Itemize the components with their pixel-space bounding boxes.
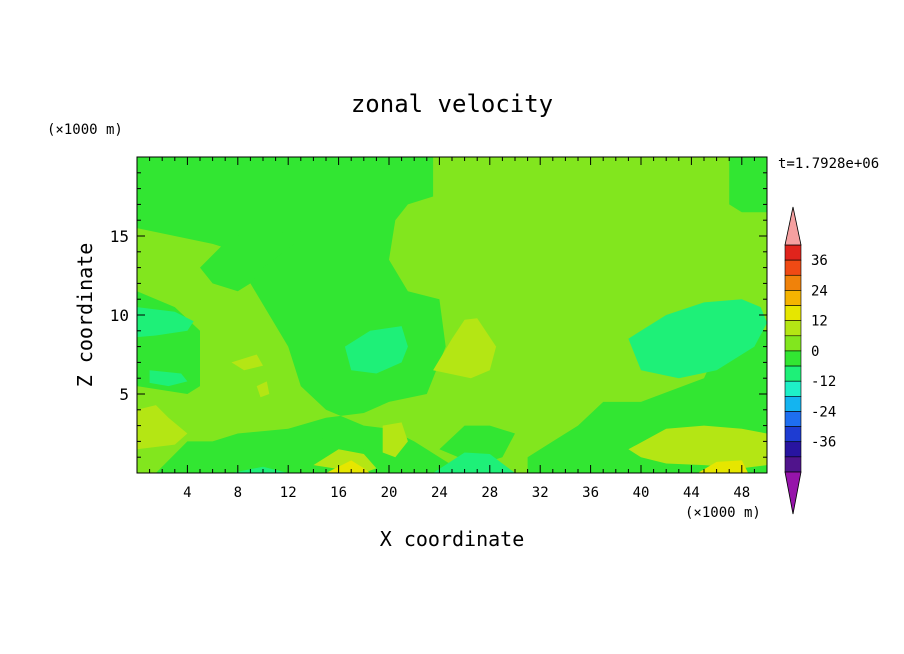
velocity-region-13 xyxy=(231,354,263,371)
colorbar-band-1 xyxy=(784,259,802,276)
colorbar-band-11 xyxy=(784,411,802,427)
colorbar-band-10 xyxy=(784,396,802,412)
colorbar-under-arrow xyxy=(784,471,802,515)
colorbar-band-9 xyxy=(784,380,802,397)
velocity-region-9 xyxy=(628,299,767,379)
velocity-region-2 xyxy=(200,231,301,292)
colorbar-tick-label: -24 xyxy=(811,404,836,420)
velocity-region-1 xyxy=(137,157,767,473)
y-tick-label: 10 xyxy=(110,306,129,325)
colorbar-band-0 xyxy=(784,244,802,261)
y-tick-label: 5 xyxy=(119,385,129,404)
colorbar-over-arrow xyxy=(784,206,802,246)
colorbar-band-6 xyxy=(784,335,802,352)
x-unit-label: (×1000 m) xyxy=(685,505,761,521)
colorbar-tick-label: -36 xyxy=(811,435,836,451)
velocity-region-7 xyxy=(149,370,188,387)
x-axis: 4 8 12 16 20 24 28 32 36 40 44 48 xyxy=(149,157,755,501)
velocity-region-3 xyxy=(275,283,301,315)
x-tick-label: 48 xyxy=(733,485,750,501)
velocity-region-20 xyxy=(697,460,749,473)
x-tick-label: 4 xyxy=(183,485,191,501)
velocity-region-10 xyxy=(433,452,515,473)
y-axis-label: Z coordinate xyxy=(73,243,97,388)
colorbar: 36 24 12 0 -12 -24 -36 xyxy=(784,206,836,515)
velocity-region-4 xyxy=(300,433,364,466)
colorbar-band-3 xyxy=(784,290,802,306)
colorbar-tick-label: 12 xyxy=(811,314,828,330)
x-tick-label: 24 xyxy=(431,485,448,501)
x-axis-label: X coordinate xyxy=(380,527,525,551)
colorbar-band-2 xyxy=(784,274,802,291)
colorbar-tick-label: 0 xyxy=(811,344,819,360)
y-tick-label: 15 xyxy=(110,227,129,246)
x-tick-label: 36 xyxy=(582,485,599,501)
y-axis: 5 10 15 xyxy=(110,172,767,458)
velocity-region-16 xyxy=(382,422,408,458)
velocity-region-6 xyxy=(137,307,194,338)
colorbar-band-7 xyxy=(784,350,802,367)
velocity-region-18 xyxy=(628,425,767,469)
y-unit-label: (×1000 m) xyxy=(47,122,123,138)
x-tick-label: 8 xyxy=(234,485,242,501)
colorbar-band-14 xyxy=(784,456,802,473)
colorbar-tick-label: -12 xyxy=(811,374,836,390)
colorbar-band-13 xyxy=(784,441,802,458)
x-tick-label: 28 xyxy=(481,485,498,501)
colorbar-tick-label: 24 xyxy=(811,283,828,299)
chart-title: zonal velocity xyxy=(351,90,553,118)
velocity-region-5 xyxy=(439,425,515,466)
colorbar-band-12 xyxy=(784,426,802,443)
velocity-region-14 xyxy=(256,381,270,398)
velocity-region-15 xyxy=(137,405,188,450)
velocity-region-19 xyxy=(326,460,371,473)
x-tick-label: 16 xyxy=(330,485,347,501)
colorbar-band-5 xyxy=(784,320,802,337)
time-label: t=1.7928e+06 xyxy=(778,156,879,172)
x-tick-label: 40 xyxy=(633,485,650,501)
velocity-region-12 xyxy=(433,318,497,379)
velocity-field xyxy=(137,157,767,473)
x-tick-label: 12 xyxy=(280,485,297,501)
velocity-region-11 xyxy=(231,466,289,473)
colorbar-band-8 xyxy=(784,365,802,382)
colorbar-band-4 xyxy=(784,305,802,321)
velocity-region-8 xyxy=(344,326,408,374)
x-tick-label: 44 xyxy=(683,485,700,501)
x-tick-label: 32 xyxy=(532,485,549,501)
x-tick-label: 20 xyxy=(381,485,398,501)
colorbar-tick-label: 36 xyxy=(811,253,828,269)
